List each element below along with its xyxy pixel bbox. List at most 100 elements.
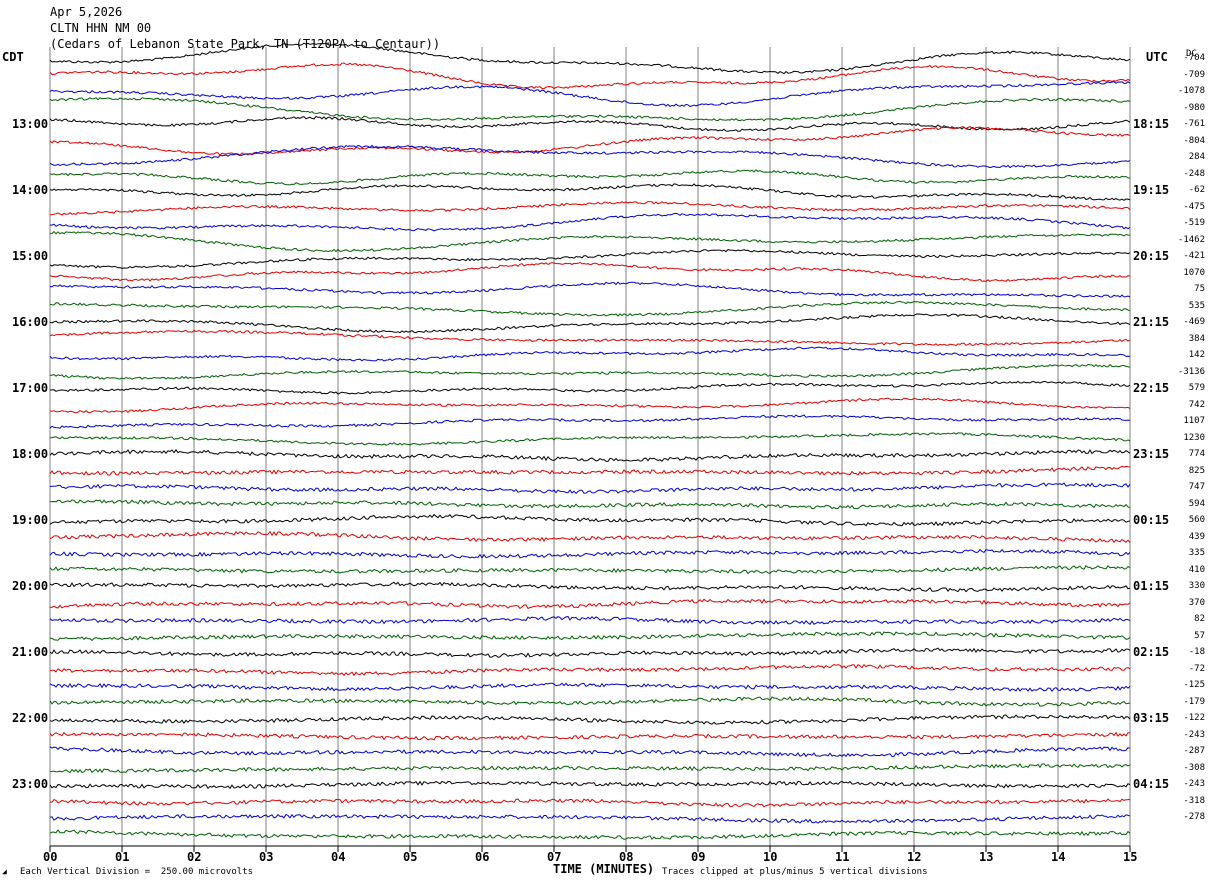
trace-39 [49, 682, 1131, 692]
trace-20 [49, 363, 1131, 380]
dc-offset-label: -179 [1183, 696, 1205, 707]
trace-2 [49, 62, 1131, 90]
dc-offset-label: 594 [1188, 498, 1205, 509]
trace-25 [49, 449, 1131, 462]
trace-30 [49, 530, 1131, 544]
x-tick-label: 09 [691, 850, 706, 864]
trace-8 [49, 169, 1131, 186]
dc-offset-label: 75 [1194, 284, 1205, 294]
dc-offset-label: -243 [1183, 729, 1205, 740]
left-time-label: 16:00 [12, 315, 49, 329]
dc-offset-label: 142 [1188, 350, 1205, 360]
left-time-label: 22:00 [12, 711, 49, 725]
dc-offset-label: -3136 [1177, 366, 1205, 377]
dc-offset-label: 535 [1188, 300, 1205, 311]
trace-33 [49, 581, 1131, 593]
left-time-label: 20:00 [12, 579, 49, 593]
left-time-label: 19:00 [12, 513, 49, 527]
right-time-label: 21:15 [1133, 315, 1170, 329]
trace-18 [49, 329, 1131, 347]
trace-26 [49, 465, 1131, 476]
x-tick-label: 14 [1051, 850, 1066, 864]
trace-47 [49, 813, 1131, 824]
x-tick-label: 00 [43, 850, 58, 864]
trace-35 [49, 616, 1131, 626]
dc-offset-label: -72 [1188, 663, 1205, 674]
left-time-label: 14:00 [12, 183, 49, 197]
right-time-label: 03:15 [1133, 711, 1170, 725]
dc-offset-label: -287 [1183, 746, 1205, 756]
dc-offset-label: 560 [1188, 515, 1205, 525]
dc-offset-label: -469 [1183, 317, 1205, 327]
left-time-label: 15:00 [12, 249, 49, 263]
trace-48 [49, 829, 1131, 840]
x-tick-label: 03 [259, 850, 274, 864]
right-time-label: 22:15 [1133, 381, 1170, 395]
dc-offset-label: 1070 [1183, 267, 1205, 278]
trace-15 [49, 281, 1131, 298]
dc-offset-label: 284 [1188, 152, 1205, 162]
dc-offset-label: 1230 [1183, 432, 1205, 443]
right-axis-title: UTC [1146, 50, 1168, 64]
trace-7 [49, 144, 1131, 169]
x-tick-label: 07 [547, 850, 562, 864]
x-tick-label: 10 [763, 850, 778, 864]
trace-13 [49, 249, 1131, 269]
right-time-label: 02:15 [1133, 645, 1170, 659]
trace-21 [49, 380, 1131, 395]
trace-41 [49, 714, 1131, 725]
left-axis-title: CDT [2, 50, 24, 64]
left-time-label: 21:00 [12, 645, 49, 659]
trace-36 [49, 631, 1131, 642]
x-tick-label: 15 [1123, 850, 1138, 864]
left-time-label: 17:00 [12, 381, 49, 395]
dc-offset-label: -761 [1183, 119, 1205, 129]
trace-28 [49, 499, 1131, 510]
trace-24 [49, 432, 1131, 446]
trace-1 [49, 42, 1131, 75]
clip-note: Traces clipped at plus/minus 5 vertical … [662, 867, 928, 877]
dc-offset-label: -308 [1183, 762, 1205, 773]
station-code: CLTN HHN NM 00 [50, 21, 152, 35]
trace-17 [49, 313, 1131, 334]
trace-34 [49, 598, 1131, 610]
right-time-label: 23:15 [1133, 447, 1170, 461]
right-time-label: 19:15 [1133, 183, 1170, 197]
plot-date: Apr 5,2026 [50, 5, 123, 19]
trace-45 [49, 780, 1131, 790]
x-tick-label: 12 [907, 850, 922, 864]
trace-3 [49, 81, 1131, 108]
dc-offset-label: -980 [1183, 102, 1205, 113]
dc-offset-label: -248 [1183, 168, 1205, 179]
dc-offset-label: -704 [1183, 53, 1205, 63]
x-tick-label: 04 [331, 850, 346, 864]
trace-37 [49, 647, 1131, 658]
left-time-label: 13:00 [12, 117, 49, 131]
dc-offset-label: 330 [1188, 581, 1205, 591]
dc-offset-label: -421 [1183, 251, 1205, 261]
dc-offset-label: 439 [1188, 531, 1205, 542]
trace-10 [49, 200, 1131, 216]
trace-23 [49, 414, 1131, 429]
trace-4 [49, 97, 1131, 122]
trace-44 [49, 763, 1131, 774]
trace-9 [49, 183, 1131, 201]
trace-38 [49, 663, 1131, 677]
dc-offset-label: -278 [1183, 812, 1205, 822]
dc-offset-label: -475 [1183, 201, 1205, 212]
dc-offset-label: 384 [1188, 333, 1205, 344]
corner-mark: ◢ [2, 867, 7, 876]
dc-offset-label: 57 [1194, 630, 1205, 641]
trace-16 [49, 300, 1131, 317]
trace-29 [49, 513, 1131, 527]
x-tick-label: 06 [475, 850, 490, 864]
right-time-label: 04:15 [1133, 777, 1170, 791]
dc-offset-label: -318 [1183, 795, 1205, 806]
left-time-label: 18:00 [12, 447, 49, 461]
x-axis-title: TIME (MINUTES) [553, 862, 655, 876]
right-time-label: 20:15 [1133, 249, 1170, 263]
dc-offset-label: -62 [1188, 185, 1205, 195]
dc-offset-label: -519 [1183, 218, 1205, 228]
trace-32 [49, 565, 1131, 575]
